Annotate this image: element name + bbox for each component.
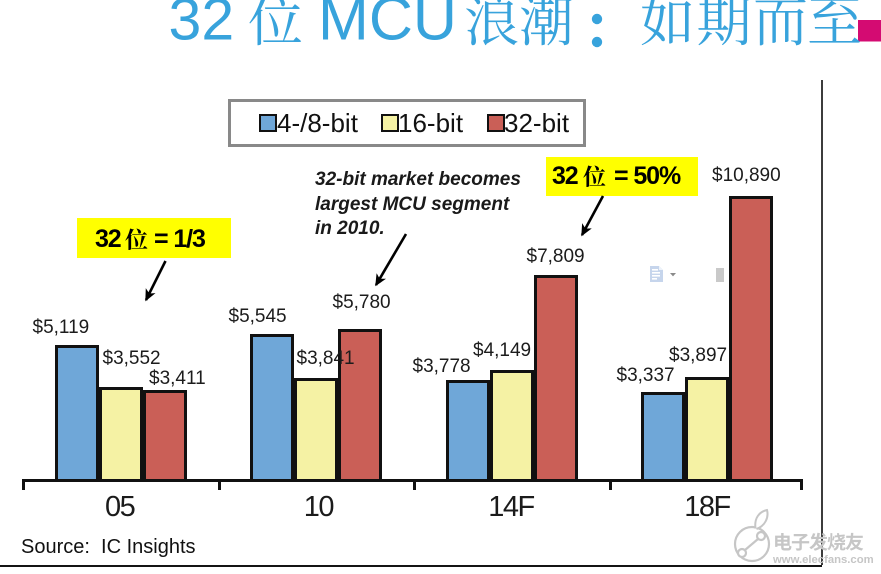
svg-text:MCU: MCU: [318, 0, 457, 53]
svg-text:www.elecfans.com: www.elecfans.com: [772, 554, 874, 566]
svg-text:32: 32: [552, 162, 578, 190]
svg-text:32: 32: [169, 0, 235, 53]
svg-text:32: 32: [95, 225, 121, 253]
svg-text:= 50%: = 50%: [614, 162, 681, 190]
svg-text:= 1/3: = 1/3: [154, 225, 205, 253]
